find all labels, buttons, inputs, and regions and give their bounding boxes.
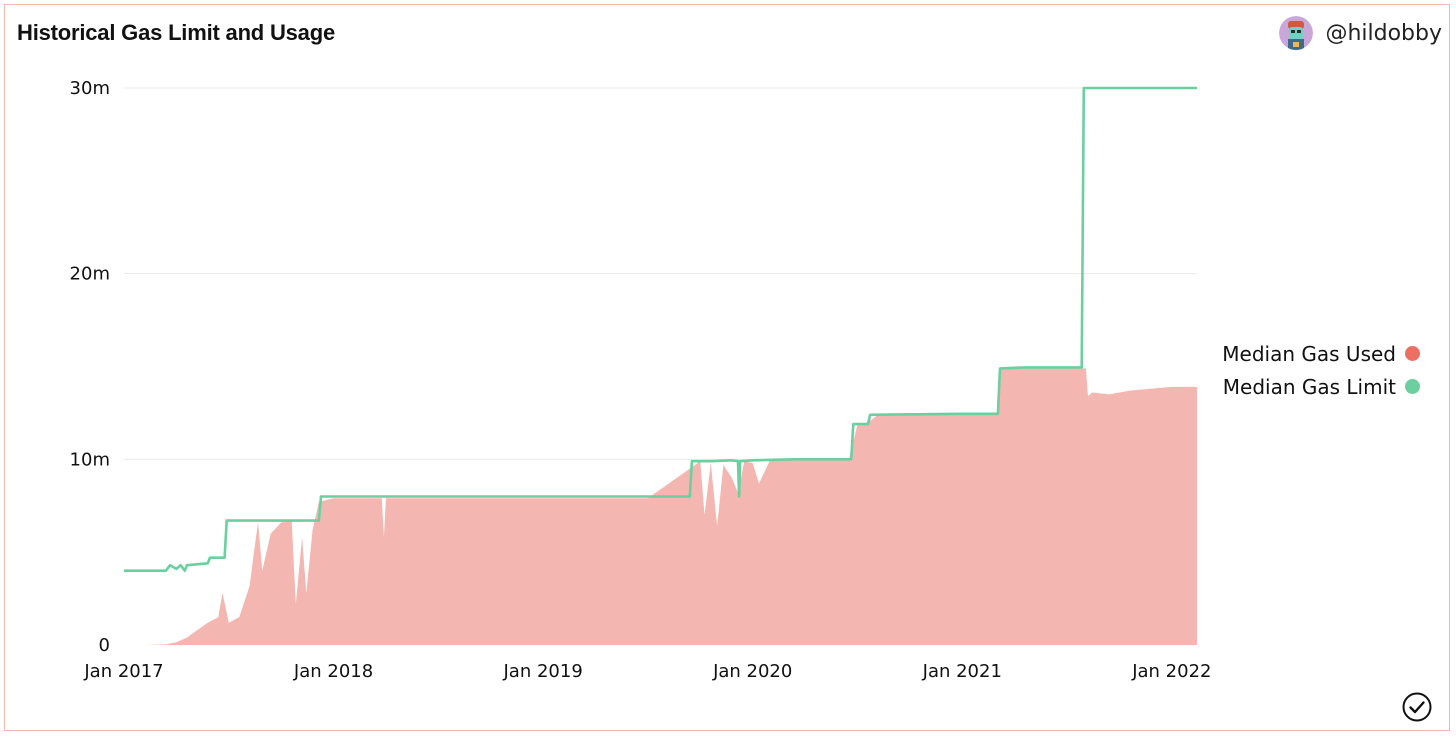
author-badge[interactable]: @hildobby xyxy=(1279,16,1442,50)
y-tick-label: 0 xyxy=(99,635,110,656)
x-tick-label: Jan 2021 xyxy=(922,661,1002,682)
x-tick-label: Jan 2022 xyxy=(1131,661,1211,682)
legend-dot-gas-limit xyxy=(1405,379,1420,394)
legend-item-gas-used[interactable]: Median Gas Used xyxy=(1222,337,1420,370)
avatar-icon[interactable] xyxy=(1279,16,1314,50)
check-circle-icon[interactable] xyxy=(1401,691,1433,723)
y-tick-label: 20m xyxy=(70,264,110,285)
axis-labels: 0 10m 20m 30m Jan 2017 Jan 2018 Jan 2019 Jan 20… xyxy=(70,78,1212,682)
x-tick-label: Jan 2017 xyxy=(83,661,163,682)
line-layer xyxy=(124,86,1197,572)
x-tick-label: Jan 2018 xyxy=(293,661,373,682)
author-handle[interactable]: @hildobby xyxy=(1325,20,1442,46)
series-area-gas-used xyxy=(124,368,1197,645)
area-layer xyxy=(124,368,1197,645)
legend-label-gas-used: Median Gas Used xyxy=(1222,341,1396,366)
legend-item-gas-limit[interactable]: Median Gas Limit xyxy=(1222,370,1420,403)
page-title: Historical Gas Limit and Usage xyxy=(17,20,335,45)
series-line-gas-limit xyxy=(124,86,1197,572)
x-tick-label: Jan 2020 xyxy=(712,661,792,682)
y-tick-label: 30m xyxy=(70,78,110,99)
legend: Median Gas Used Median Gas Limit xyxy=(1222,337,1420,403)
x-tick-label: Jan 2019 xyxy=(503,661,583,682)
legend-dot-gas-used xyxy=(1405,346,1420,361)
legend-label-gas-limit: Median Gas Limit xyxy=(1222,374,1396,399)
y-tick-label: 10m xyxy=(70,449,110,470)
